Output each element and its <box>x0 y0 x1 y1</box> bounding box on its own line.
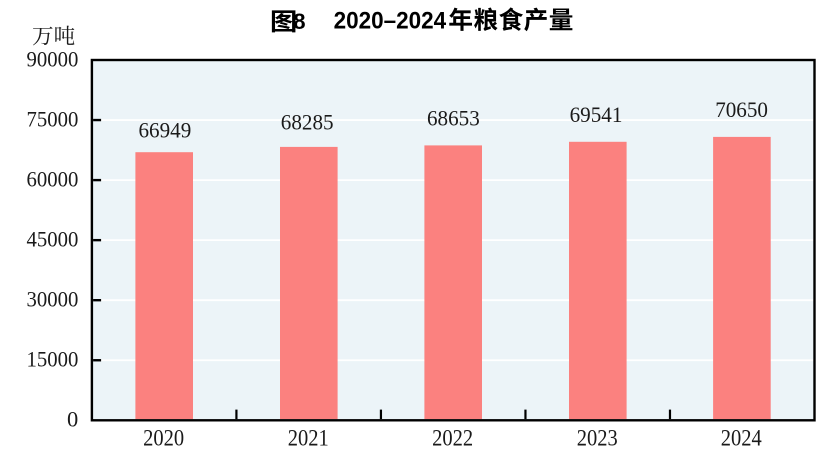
svg-text:69541: 69541 <box>570 102 623 127</box>
svg-text:2024: 2024 <box>721 426 762 451</box>
svg-text:2020: 2020 <box>143 426 184 451</box>
svg-text:45000: 45000 <box>27 226 79 251</box>
svg-text:75000: 75000 <box>27 106 79 131</box>
svg-text:30000: 30000 <box>27 287 79 312</box>
svg-text:15000: 15000 <box>27 347 79 372</box>
svg-text:0: 0 <box>67 407 78 432</box>
svg-text:2023: 2023 <box>577 426 618 451</box>
svg-text:8: 8 <box>293 9 305 34</box>
svg-text:70650: 70650 <box>715 97 768 122</box>
svg-text:90000: 90000 <box>27 46 79 71</box>
svg-text:2020–2024: 2020–2024 <box>334 8 447 35</box>
svg-text:68285: 68285 <box>281 110 334 135</box>
svg-text:2022: 2022 <box>432 426 473 451</box>
svg-text:60000: 60000 <box>27 166 79 191</box>
svg-text:68653: 68653 <box>427 105 480 130</box>
svg-text:66949: 66949 <box>139 117 192 142</box>
svg-text:2021: 2021 <box>288 426 329 451</box>
